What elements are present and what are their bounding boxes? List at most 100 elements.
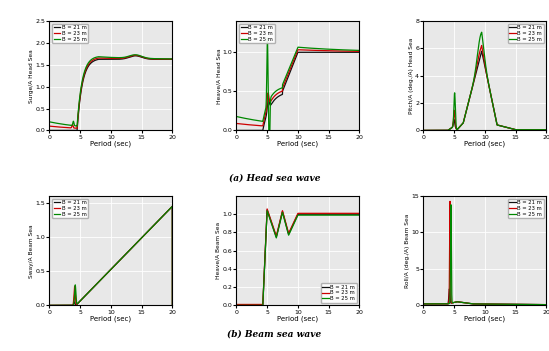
B = 23 m [352, 211, 359, 216]
B = 23 m [169, 204, 176, 208]
Legend: B = 21 m, B = 23 m, B = 25 m: B = 21 m, B = 23 m, B = 25 m [239, 24, 275, 44]
B = 23 m [540, 128, 546, 132]
Line: B = 25 m: B = 25 m [50, 55, 172, 126]
B = 23 m [264, 207, 271, 211]
B = 23 m [330, 211, 337, 216]
Line: B = 23 m: B = 23 m [237, 50, 360, 126]
B = 25 m [478, 30, 485, 34]
Y-axis label: Heave/A Head Sea: Heave/A Head Sea [216, 48, 221, 104]
B = 25 m [47, 303, 53, 307]
B = 21 m [132, 54, 139, 58]
B = 25 m [356, 213, 363, 217]
B = 25 m [166, 57, 172, 61]
B = 23 m [132, 53, 139, 58]
Line: B = 25 m: B = 25 m [424, 32, 546, 131]
B = 25 m [480, 302, 487, 306]
B = 23 m [543, 128, 549, 132]
B = 21 m [234, 303, 240, 307]
B = 23 m [421, 302, 427, 306]
B = 23 m [165, 208, 172, 212]
B = 21 m [543, 303, 549, 307]
Line: B = 23 m: B = 23 m [237, 209, 360, 304]
B = 21 m [240, 128, 247, 133]
B = 21 m [480, 58, 487, 62]
B = 23 m [356, 49, 363, 53]
Line: B = 21 m: B = 21 m [424, 51, 546, 131]
X-axis label: Period (sec): Period (sec) [277, 316, 318, 323]
B = 23 m [427, 128, 433, 133]
B = 25 m [427, 128, 433, 133]
Line: B = 25 m: B = 25 m [424, 205, 546, 305]
B = 23 m [293, 51, 300, 55]
B = 23 m [166, 208, 172, 212]
Legend: B = 21 m, B = 23 m, B = 25 m: B = 21 m, B = 23 m, B = 25 m [321, 283, 357, 303]
Text: (b) Beam sea wave: (b) Beam sea wave [227, 330, 322, 339]
B = 25 m [132, 53, 138, 57]
B = 25 m [264, 208, 271, 213]
X-axis label: Period (sec): Period (sec) [464, 141, 505, 147]
B = 23 m [103, 272, 110, 276]
B = 25 m [293, 216, 300, 220]
B = 25 m [103, 272, 110, 276]
B = 23 m [477, 48, 484, 52]
B = 21 m [169, 204, 176, 208]
B = 25 m [427, 302, 433, 306]
B = 25 m [293, 48, 300, 52]
B = 25 m [290, 56, 296, 60]
B = 25 m [169, 303, 176, 307]
B = 25 m [447, 203, 454, 207]
Line: B = 23 m: B = 23 m [50, 206, 172, 305]
B = 23 m [517, 128, 524, 132]
Line: B = 21 m: B = 21 m [424, 289, 546, 305]
B = 25 m [107, 55, 113, 59]
B = 21 m [477, 55, 484, 59]
B = 21 m [169, 303, 176, 307]
B = 23 m [447, 199, 453, 204]
Y-axis label: Heave/A Beam Sea: Heave/A Beam Sea [216, 222, 221, 279]
B = 23 m [480, 54, 487, 58]
B = 23 m [53, 303, 59, 307]
Line: B = 21 m: B = 21 m [50, 56, 172, 131]
B = 25 m [477, 35, 484, 39]
Y-axis label: Pitch/A (deg./A) Head Sea: Pitch/A (deg./A) Head Sea [408, 38, 414, 114]
B = 25 m [106, 269, 113, 273]
B = 25 m [421, 128, 427, 133]
B = 23 m [47, 303, 53, 307]
B = 25 m [265, 128, 272, 133]
B = 23 m [352, 211, 359, 216]
B = 25 m [166, 208, 172, 212]
B = 23 m [477, 302, 484, 306]
B = 23 m [240, 302, 247, 306]
B = 25 m [53, 121, 59, 125]
B = 23 m [330, 49, 337, 53]
B = 21 m [330, 50, 337, 54]
Line: B = 25 m: B = 25 m [237, 211, 360, 305]
B = 23 m [143, 56, 150, 60]
B = 25 m [169, 57, 176, 61]
B = 21 m [166, 57, 172, 61]
B = 25 m [290, 223, 296, 227]
B = 25 m [543, 128, 549, 132]
B = 21 m [330, 212, 337, 216]
B = 23 m [234, 302, 240, 306]
B = 25 m [540, 303, 546, 307]
B = 23 m [47, 124, 53, 128]
B = 23 m [540, 303, 546, 307]
Line: B = 25 m: B = 25 m [50, 206, 172, 305]
B = 23 m [293, 214, 300, 218]
B = 25 m [352, 213, 359, 217]
B = 23 m [234, 121, 240, 126]
B = 21 m [106, 57, 113, 61]
B = 21 m [240, 303, 247, 307]
B = 21 m [446, 287, 453, 291]
B = 23 m [427, 302, 433, 306]
B = 21 m [53, 128, 59, 133]
B = 21 m [165, 208, 172, 212]
B = 21 m [540, 303, 546, 307]
B = 21 m [143, 57, 150, 61]
B = 25 m [264, 36, 271, 40]
B = 21 m [352, 212, 359, 216]
Legend: B = 21 m, B = 23 m, B = 25 m: B = 21 m, B = 23 m, B = 25 m [52, 24, 88, 44]
B = 23 m [478, 44, 485, 48]
B = 25 m [103, 55, 110, 59]
